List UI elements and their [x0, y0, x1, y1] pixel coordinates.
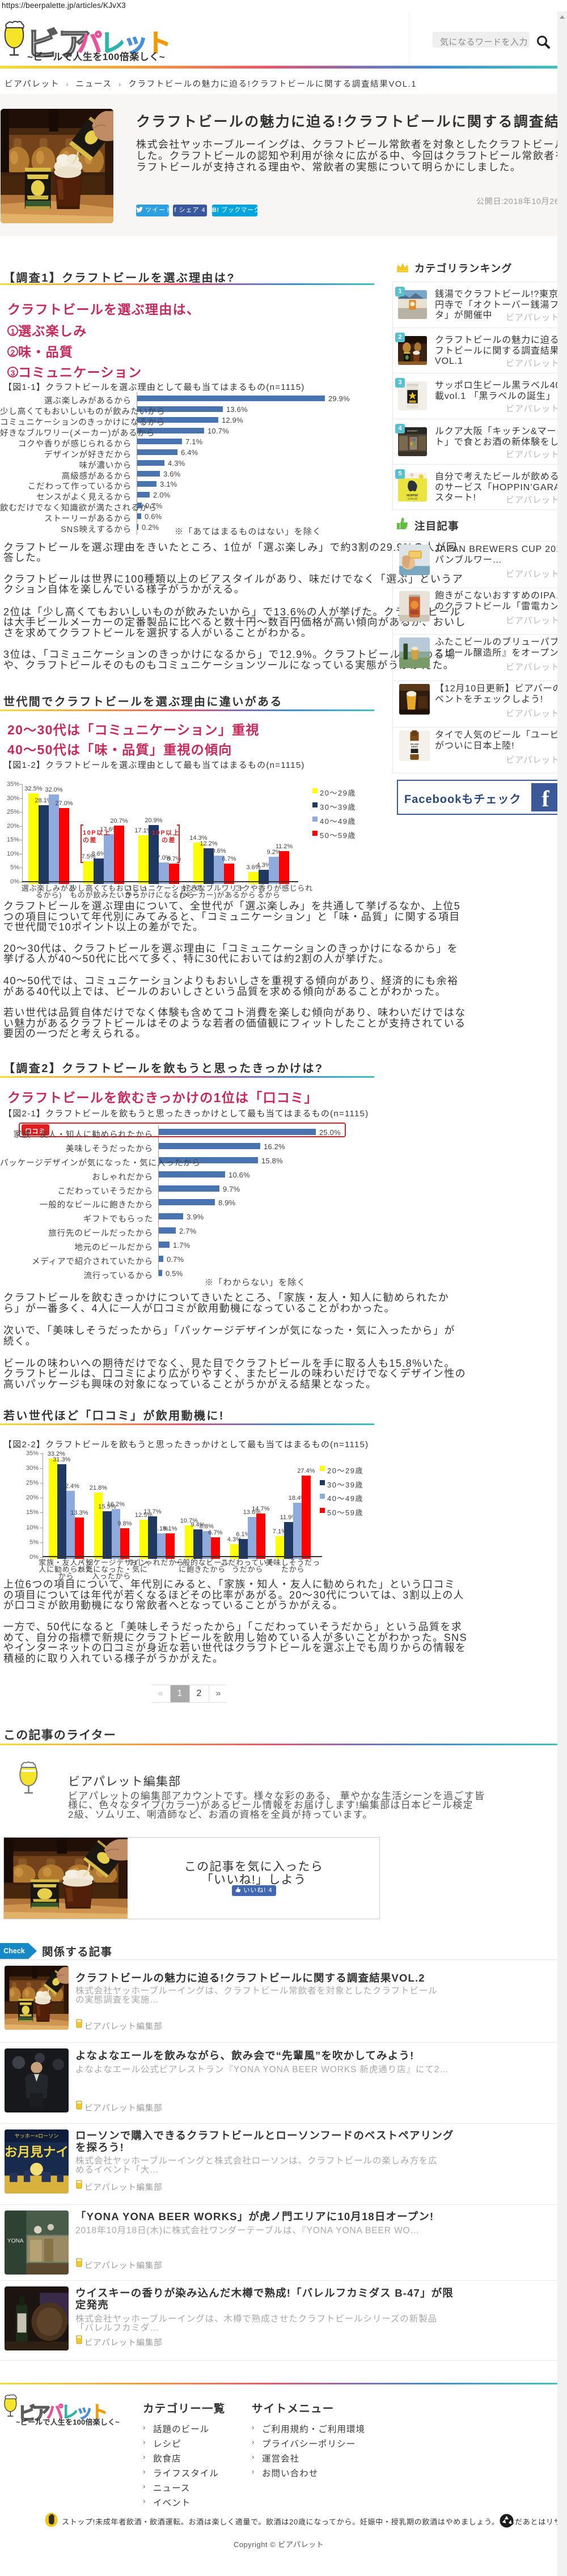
- svg-text:お月見ナイ: お月見ナイ: [5, 2145, 69, 2159]
- svg-text:VALUES: VALUES: [411, 743, 419, 745]
- svg-text:HOPPIN': HOPPIN': [407, 494, 418, 498]
- svg-text:IDEAS: IDEAS: [411, 746, 418, 748]
- svg-text:ヤッホー×ローソン: ヤッホー×ローソン: [15, 2133, 59, 2139]
- svg-text:MARKET: MARKET: [407, 430, 418, 432]
- svg-text:YONA: YONA: [7, 2238, 24, 2245]
- svg-text:GARAGE: GARAGE: [408, 497, 418, 500]
